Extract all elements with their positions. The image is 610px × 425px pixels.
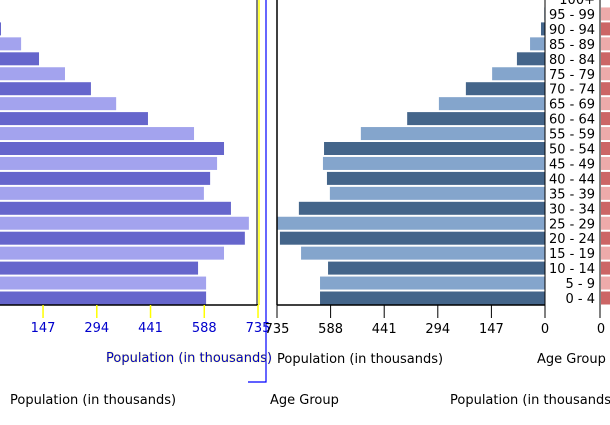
middle-x-tick-label: 294: [425, 322, 450, 337]
age-group-label: 25 - 29: [549, 217, 595, 232]
middle-bar-85-89: [530, 37, 545, 51]
right-bar: [601, 156, 610, 170]
left-bar-25-29: [0, 216, 249, 230]
right-bar: [601, 97, 610, 111]
age-group-label: 80 - 84: [549, 53, 595, 68]
age-group-label: 40 - 44: [549, 172, 595, 187]
middle-bar-10-14: [328, 261, 545, 275]
right-bar: [601, 37, 610, 51]
left-bar-70-74: [0, 82, 91, 96]
left-bar-5-9: [0, 276, 207, 290]
age-group-label: 0 - 4: [566, 292, 596, 307]
right-x-tick-label: 0: [597, 322, 605, 337]
left-bar-10-14: [0, 261, 199, 275]
middle-bar-40-44: [326, 171, 545, 185]
age-group-label: 90 - 94: [549, 23, 595, 38]
left-x-tick-label: 735: [246, 321, 271, 336]
middle-bar-75-79: [492, 67, 545, 81]
right-bar: [601, 171, 610, 185]
middle-bar-15-19: [301, 246, 545, 260]
age-group-label: 45 - 49: [549, 157, 595, 172]
middle-bar-60-64: [407, 112, 545, 126]
age-group-label: 30 - 34: [549, 202, 595, 217]
age-group-label: 95 - 99: [549, 8, 595, 23]
middle-x-axis-title: Population (in thousands): [277, 352, 444, 367]
age-group-label: 10 - 14: [549, 262, 595, 277]
right-bar: [601, 201, 610, 215]
age-group-label: 55 - 59: [549, 128, 595, 143]
middle-bar-30-34: [298, 201, 545, 215]
age-group-label: 50 - 54: [549, 143, 595, 158]
age-group-label: 15 - 19: [549, 247, 595, 262]
left-bar-65-69: [0, 97, 117, 111]
left-bar-50-54: [0, 142, 225, 155]
middle-bar-25-29: [277, 216, 545, 230]
right-bar: [601, 216, 610, 230]
age-group-label: 70 - 74: [549, 83, 595, 98]
footer-middle-label: Age Group: [270, 393, 339, 408]
age-group-label: 60 - 64: [549, 113, 595, 128]
middle-x-tick-label: 147: [479, 322, 504, 337]
right-bar: [601, 67, 610, 81]
left-bar-15-19: [0, 246, 225, 260]
age-group-label: 85 - 89: [549, 38, 595, 53]
right-bar: [601, 22, 610, 36]
left-bar-80-84: [0, 52, 40, 66]
left-x-tick-label: 294: [84, 321, 109, 336]
left-x-tick-label: 588: [192, 321, 217, 336]
left-x-tick-label: 441: [138, 321, 163, 336]
middle-bar-20-24: [279, 231, 545, 245]
middle-bar-55-59: [360, 127, 545, 141]
left-bar-75-79: [0, 67, 65, 81]
right-bar: [601, 127, 610, 141]
age-group-label: 5 - 9: [566, 277, 596, 292]
right-bar: [601, 276, 610, 290]
right-bar: [601, 231, 610, 245]
middle-bar-35-39: [329, 186, 545, 200]
middle-bar-50-54: [324, 142, 545, 155]
right-bar: [601, 7, 610, 21]
right-bar: [601, 291, 610, 305]
left-x-tick-label: 147: [31, 321, 56, 336]
left-bar-20-24: [0, 231, 245, 245]
blue-connector-line: [248, 0, 267, 383]
footer-right-label: Population (in thousands): [450, 393, 610, 408]
middle-bar-70-74: [465, 82, 545, 96]
age-group-label: 75 - 79: [549, 68, 595, 83]
middle-bar-90-94: [540, 22, 545, 36]
age-group-label: 20 - 24: [549, 232, 595, 247]
left-bar-30-34: [0, 201, 231, 215]
middle-bar-5-9: [320, 276, 545, 290]
middle-bar-80-84: [516, 52, 545, 66]
right-bar: [601, 142, 610, 155]
middle-x-tick-label: 588: [318, 322, 343, 337]
age-group-label: 65 - 69: [549, 98, 595, 113]
left-bar-40-44: [0, 171, 211, 185]
left-bar-60-64: [0, 112, 148, 126]
left-bar-90-94: [0, 22, 1, 36]
middle-x-tick-label: 0: [541, 322, 549, 337]
age-group-label: 35 - 39: [549, 187, 595, 202]
right-bar: [601, 261, 610, 275]
middle-bar-0-4: [320, 291, 545, 305]
left-bar-45-49: [0, 156, 218, 170]
right-bar: [601, 82, 610, 96]
age-group-label: 100+: [559, 0, 595, 8]
left-bar-35-39: [0, 186, 204, 200]
middle-bar-65-69: [438, 97, 545, 111]
right-bar: [601, 112, 610, 126]
left-bar-85-89: [0, 37, 22, 51]
right-bar: [601, 52, 610, 66]
right-bar: [601, 186, 610, 200]
footer-left-label: Population (in thousands): [10, 393, 177, 408]
middle-bar-45-49: [322, 156, 545, 170]
middle-x-tick-label: 441: [372, 322, 397, 337]
right-bar: [601, 246, 610, 260]
left-x-axis-title: Population (in thousands): [106, 351, 273, 366]
left-bar-0-4: [0, 291, 207, 305]
left-bar-55-59: [0, 127, 195, 141]
age-group-axis-title: Age Group: [537, 352, 606, 367]
middle-x-tick-label: 735: [265, 322, 290, 337]
